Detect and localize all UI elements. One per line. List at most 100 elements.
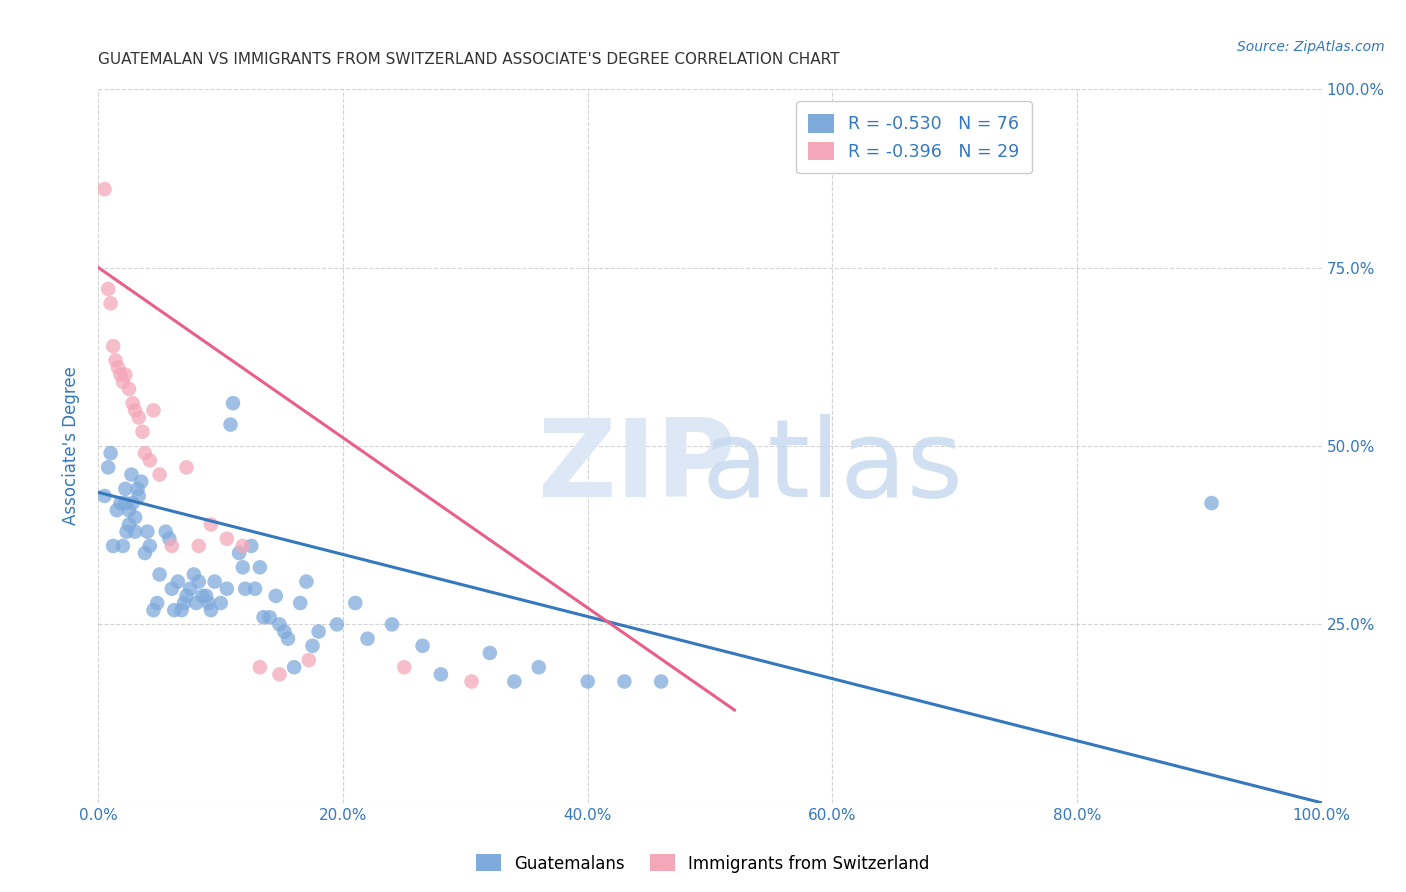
Point — [149, 467, 172, 482]
Point — [100, 296, 122, 310]
Point — [101, 339, 124, 353]
Point — [613, 674, 636, 689]
Point — [149, 567, 172, 582]
Point — [269, 617, 291, 632]
Point — [110, 496, 132, 510]
Point — [93, 182, 115, 196]
Point — [124, 403, 146, 417]
Point — [200, 517, 222, 532]
Point — [129, 475, 152, 489]
Point — [290, 596, 312, 610]
Point — [120, 467, 142, 482]
Point — [163, 603, 186, 617]
Point — [392, 660, 416, 674]
Point — [107, 360, 129, 375]
Point — [121, 396, 143, 410]
Point — [277, 632, 299, 646]
Point — [136, 524, 159, 539]
Point — [110, 368, 132, 382]
Point — [160, 582, 183, 596]
Point — [124, 510, 146, 524]
Point — [503, 674, 526, 689]
Point — [121, 496, 143, 510]
Point — [187, 574, 209, 589]
Point — [249, 560, 271, 574]
Legend: R = -0.530   N = 76, R = -0.396   N = 29: R = -0.530 N = 76, R = -0.396 N = 29 — [796, 102, 1032, 173]
Text: GUATEMALAN VS IMMIGRANTS FROM SWITZERLAND ASSOCIATE'S DEGREE CORRELATION CHART: GUATEMALAN VS IMMIGRANTS FROM SWITZERLAN… — [98, 53, 839, 67]
Point — [259, 610, 281, 624]
Point — [176, 589, 198, 603]
Point — [232, 560, 254, 574]
Point — [478, 646, 501, 660]
Text: ZIP: ZIP — [537, 415, 735, 520]
Point — [273, 624, 295, 639]
Point — [460, 674, 482, 689]
Point — [183, 567, 205, 582]
Point — [97, 460, 120, 475]
Point — [155, 524, 177, 539]
Text: atlas: atlas — [702, 415, 963, 520]
Point — [176, 460, 198, 475]
Point — [167, 574, 190, 589]
Point — [142, 403, 165, 417]
Legend: Guatemalans, Immigrants from Switzerland: Guatemalans, Immigrants from Switzerland — [470, 847, 936, 880]
Point — [115, 524, 138, 539]
Point — [1201, 496, 1223, 510]
Point — [295, 574, 318, 589]
Point — [157, 532, 180, 546]
Point — [264, 589, 287, 603]
Point — [326, 617, 349, 632]
Point — [97, 282, 120, 296]
Point — [114, 496, 136, 510]
Point — [356, 632, 378, 646]
Point — [215, 582, 238, 596]
Point — [233, 582, 256, 596]
Point — [142, 603, 165, 617]
Point — [283, 660, 305, 674]
Point — [430, 667, 453, 681]
Point — [219, 417, 242, 432]
Point — [114, 482, 136, 496]
Point — [111, 375, 134, 389]
Point — [298, 653, 321, 667]
Point — [243, 582, 266, 596]
Point — [128, 410, 150, 425]
Point — [104, 353, 127, 368]
Point — [308, 624, 330, 639]
Point — [134, 546, 156, 560]
Point — [222, 396, 245, 410]
Point — [173, 596, 195, 610]
Point — [93, 489, 115, 503]
Point — [191, 589, 214, 603]
Point — [204, 574, 226, 589]
Point — [111, 539, 134, 553]
Point — [118, 517, 141, 532]
Point — [412, 639, 434, 653]
Point — [131, 425, 153, 439]
Point — [527, 660, 550, 674]
Point — [179, 582, 201, 596]
Point — [105, 503, 128, 517]
Point — [197, 596, 219, 610]
Point — [249, 660, 271, 674]
Point — [118, 382, 141, 396]
Point — [186, 596, 208, 610]
Point — [101, 539, 124, 553]
Text: Source: ZipAtlas.com: Source: ZipAtlas.com — [1237, 40, 1385, 54]
Point — [146, 596, 169, 610]
Point — [344, 596, 367, 610]
Point — [576, 674, 599, 689]
Point — [200, 603, 222, 617]
Point — [301, 639, 323, 653]
Point — [124, 524, 146, 539]
Point — [128, 489, 150, 503]
Point — [209, 596, 232, 610]
Point — [160, 539, 183, 553]
Point — [269, 667, 291, 681]
Point — [252, 610, 274, 624]
Point — [100, 446, 122, 460]
Point — [187, 539, 209, 553]
Point — [215, 532, 238, 546]
Point — [170, 603, 193, 617]
Point — [114, 368, 136, 382]
